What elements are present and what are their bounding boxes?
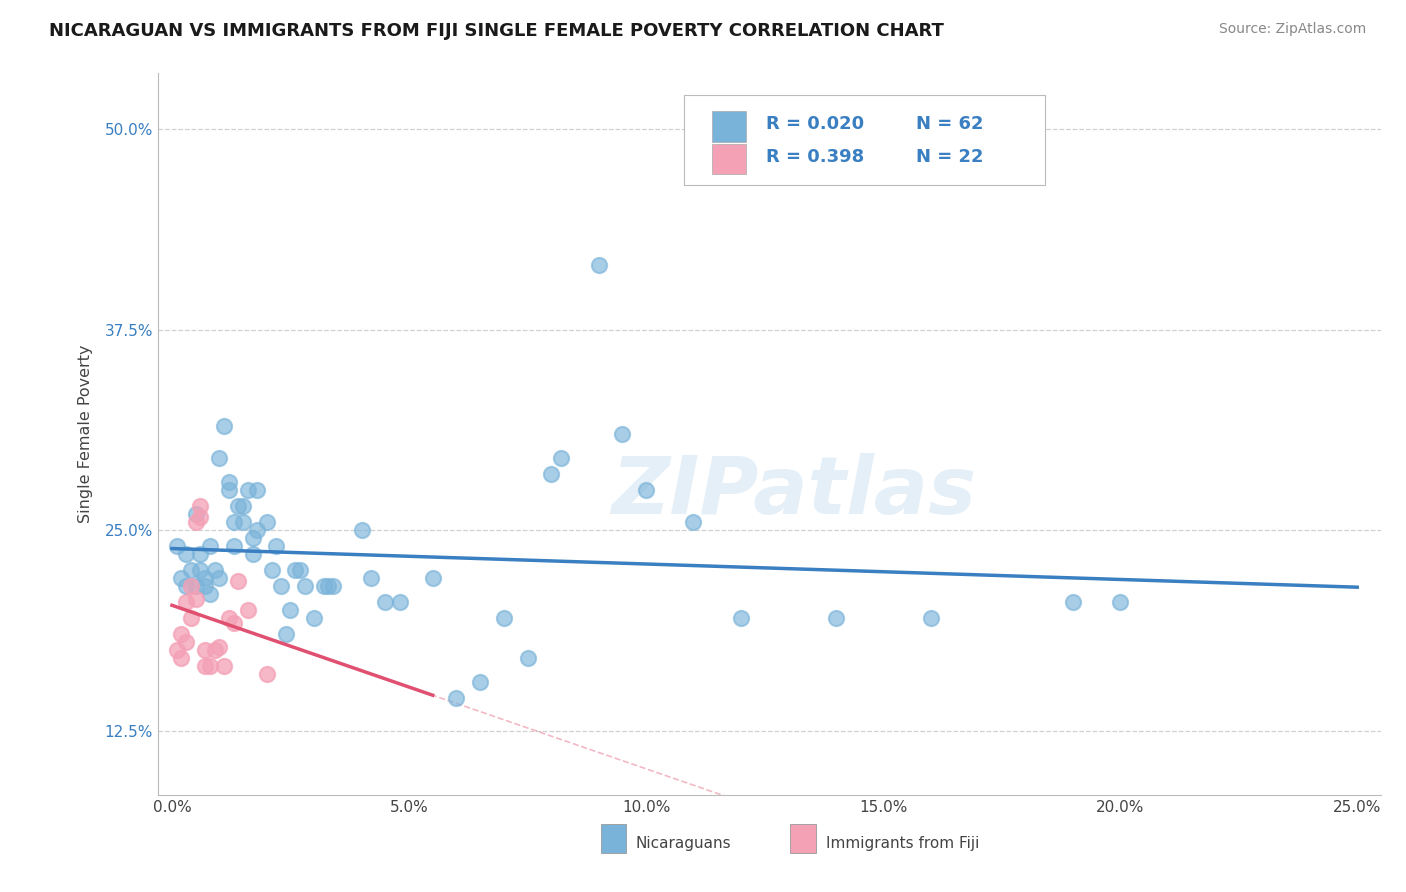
- Point: [190, 499, 212, 513]
- Point: [318, 579, 340, 593]
- Point: [180, 563, 202, 577]
- Point: [190, 510, 212, 524]
- Point: [198, 659, 221, 673]
- Point: [184, 515, 207, 529]
- Point: [222, 515, 245, 529]
- Point: [194, 579, 217, 593]
- Point: [170, 651, 193, 665]
- Point: [228, 574, 250, 589]
- Point: [198, 539, 221, 553]
- Point: [218, 611, 240, 625]
- Point: [730, 611, 752, 625]
- Point: [190, 563, 212, 577]
- Point: [218, 483, 240, 497]
- Point: [180, 579, 202, 593]
- Point: [636, 483, 658, 497]
- Point: [284, 563, 307, 577]
- Point: [198, 587, 221, 601]
- Point: [288, 563, 311, 577]
- Point: [228, 499, 250, 513]
- Point: [208, 571, 231, 585]
- Point: [242, 531, 264, 545]
- Point: [280, 603, 302, 617]
- Point: [232, 499, 254, 513]
- Point: [612, 426, 634, 441]
- Point: [322, 579, 344, 593]
- Point: [166, 539, 188, 553]
- Point: [446, 691, 468, 706]
- Point: [184, 592, 207, 607]
- Point: [174, 579, 197, 593]
- Y-axis label: Single Female Poverty: Single Female Poverty: [79, 344, 93, 523]
- Point: [246, 483, 269, 497]
- Point: [422, 571, 444, 585]
- Text: R = 0.398: R = 0.398: [766, 148, 863, 167]
- Point: [468, 675, 491, 690]
- Text: N = 22: N = 22: [917, 148, 984, 167]
- Point: [180, 611, 202, 625]
- Point: [174, 635, 197, 649]
- Point: [166, 643, 188, 657]
- Point: [212, 659, 235, 673]
- Point: [824, 611, 846, 625]
- Point: [218, 475, 240, 489]
- Point: [588, 259, 610, 273]
- Point: [256, 515, 278, 529]
- Point: [222, 539, 245, 553]
- Point: [274, 627, 297, 641]
- Point: [208, 450, 231, 465]
- Bar: [711, 112, 747, 142]
- Point: [174, 595, 197, 609]
- Point: [184, 579, 207, 593]
- Point: [550, 450, 572, 465]
- Point: [208, 640, 231, 655]
- FancyBboxPatch shape: [683, 95, 1045, 185]
- Point: [204, 643, 226, 657]
- Text: Nicaraguans: Nicaraguans: [636, 837, 731, 851]
- Point: [236, 483, 259, 497]
- Text: Immigrants from Fiji: Immigrants from Fiji: [825, 837, 979, 851]
- Point: [190, 547, 212, 561]
- Point: [174, 547, 197, 561]
- Point: [256, 667, 278, 681]
- Point: [194, 643, 217, 657]
- Text: R = 0.020: R = 0.020: [766, 115, 863, 133]
- Point: [242, 547, 264, 561]
- Point: [170, 571, 193, 585]
- Point: [264, 539, 287, 553]
- Text: Source: ZipAtlas.com: Source: ZipAtlas.com: [1219, 22, 1367, 37]
- Text: NICARAGUAN VS IMMIGRANTS FROM FIJI SINGLE FEMALE POVERTY CORRELATION CHART: NICARAGUAN VS IMMIGRANTS FROM FIJI SINGL…: [49, 22, 943, 40]
- Point: [312, 579, 335, 593]
- Point: [294, 579, 316, 593]
- Point: [350, 523, 373, 537]
- Bar: [711, 144, 747, 174]
- Point: [246, 523, 269, 537]
- Point: [194, 659, 217, 673]
- Point: [194, 571, 217, 585]
- Point: [232, 515, 254, 529]
- Point: [388, 595, 411, 609]
- Point: [540, 467, 562, 481]
- Point: [1109, 595, 1132, 609]
- Point: [236, 603, 259, 617]
- Text: N = 62: N = 62: [917, 115, 984, 133]
- Point: [212, 418, 235, 433]
- Point: [302, 611, 325, 625]
- Point: [492, 611, 515, 625]
- Point: [270, 579, 292, 593]
- Point: [920, 611, 942, 625]
- Point: [516, 651, 538, 665]
- Point: [222, 616, 245, 631]
- Point: [204, 563, 226, 577]
- Point: [1062, 595, 1084, 609]
- Point: [184, 507, 207, 521]
- Point: [260, 563, 283, 577]
- Point: [360, 571, 382, 585]
- Text: ZIPatlas: ZIPatlas: [612, 452, 976, 531]
- Point: [170, 627, 193, 641]
- Point: [682, 515, 704, 529]
- Point: [374, 595, 396, 609]
